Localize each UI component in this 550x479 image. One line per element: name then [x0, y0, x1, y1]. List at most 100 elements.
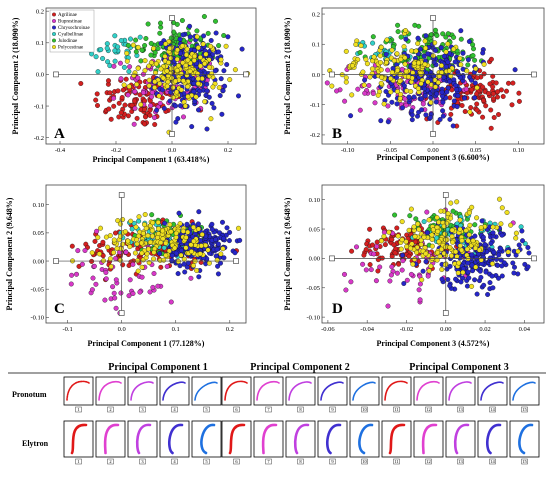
data-point	[381, 229, 387, 235]
data-point	[153, 61, 159, 67]
data-point	[377, 53, 383, 59]
data-point	[111, 237, 117, 243]
data-point	[362, 77, 368, 83]
data-point	[132, 98, 138, 104]
data-point	[361, 252, 367, 258]
data-point	[160, 228, 166, 234]
data-point	[360, 261, 366, 267]
data-point	[342, 271, 347, 277]
x-tick-label: -0.2	[111, 147, 121, 154]
data-point	[131, 121, 137, 127]
data-point	[215, 241, 221, 247]
data-point	[166, 60, 171, 65]
crosshair-end-box	[531, 71, 537, 78]
data-point	[403, 239, 409, 245]
data-point	[422, 61, 428, 67]
data-point	[426, 268, 432, 274]
data-point	[440, 108, 446, 114]
data-point	[443, 64, 449, 70]
data-point	[439, 267, 445, 272]
data-point	[196, 274, 202, 280]
data-point	[381, 233, 387, 239]
pronotum-outline	[224, 380, 248, 401]
data-point	[490, 230, 496, 236]
scatter-panel-d: -0.06 -0.04 -0.02 0.00 0.02 0.04 -0.10 -0.05 0.0…	[283, 184, 545, 348]
data-point	[126, 293, 132, 299]
data-point	[413, 216, 419, 222]
data-point	[465, 57, 471, 63]
data-point	[390, 65, 396, 71]
data-point	[451, 46, 457, 52]
shape-number-box	[233, 458, 240, 465]
data-point	[379, 75, 385, 80]
data-point	[392, 212, 398, 218]
data-point	[348, 113, 354, 119]
shape-number-box	[203, 458, 210, 465]
shape-number: 8	[299, 407, 302, 412]
x-tick-label: 0.00	[440, 326, 451, 333]
data-point	[173, 78, 178, 84]
data-point	[111, 103, 117, 109]
data-point	[450, 208, 456, 214]
data-point	[457, 217, 463, 223]
data-point	[490, 73, 496, 79]
data-point	[481, 61, 487, 67]
data-point	[511, 270, 517, 276]
data-point	[499, 263, 505, 269]
data-point	[456, 260, 462, 266]
data-point	[160, 236, 166, 242]
data-point	[470, 268, 475, 274]
data-point	[439, 89, 445, 95]
data-point	[120, 241, 125, 247]
data-point	[171, 29, 177, 35]
data-point	[435, 250, 441, 256]
data-point	[170, 85, 176, 91]
data-point	[120, 87, 126, 93]
data-point	[411, 224, 417, 230]
data-point	[437, 117, 443, 122]
data-point	[165, 79, 171, 85]
data-point	[188, 249, 194, 254]
data-point	[441, 250, 447, 256]
elytron-outline	[135, 423, 152, 455]
data-point	[169, 253, 175, 258]
data-point	[453, 249, 459, 255]
x-axis-label-c: Principal Component 1 (77.128%)	[88, 339, 205, 348]
data-point	[191, 80, 197, 86]
data-point	[419, 107, 425, 113]
data-point	[208, 38, 214, 43]
data-point	[458, 36, 464, 42]
data-point	[445, 211, 451, 217]
data-point	[480, 114, 486, 120]
header-pc1: Principal Component 1	[108, 362, 207, 373]
ticks-a: -0.4 -0.2 0.0 0.2 -0.2 -0.1 0.0 0.1 0.2	[34, 8, 232, 154]
y-tick-label: 0.0	[312, 72, 320, 79]
data-point	[135, 44, 141, 50]
x-tick-label: 0.2	[224, 147, 232, 154]
shape-number: 11	[394, 459, 398, 464]
data-point	[149, 94, 155, 100]
crosshair-end-box	[233, 258, 239, 264]
data-point	[149, 212, 155, 218]
shape-number-box	[297, 458, 304, 465]
data-point	[216, 43, 222, 49]
data-point	[472, 95, 478, 101]
data-point	[415, 35, 421, 41]
data-point	[469, 252, 475, 258]
data-point	[459, 247, 465, 253]
data-point	[157, 81, 163, 87]
data-point	[107, 256, 113, 262]
data-point	[489, 273, 495, 279]
data-point	[158, 66, 164, 72]
data-point	[389, 254, 395, 259]
crosshair-end-box	[53, 71, 59, 78]
shape-number: 14	[490, 407, 495, 412]
data-point	[369, 66, 375, 72]
data-point	[343, 75, 349, 81]
shape-number: 10	[362, 407, 367, 412]
crosshair-end-box	[531, 255, 537, 262]
points-d	[342, 196, 532, 309]
data-point	[422, 38, 428, 44]
data-point	[364, 61, 370, 67]
